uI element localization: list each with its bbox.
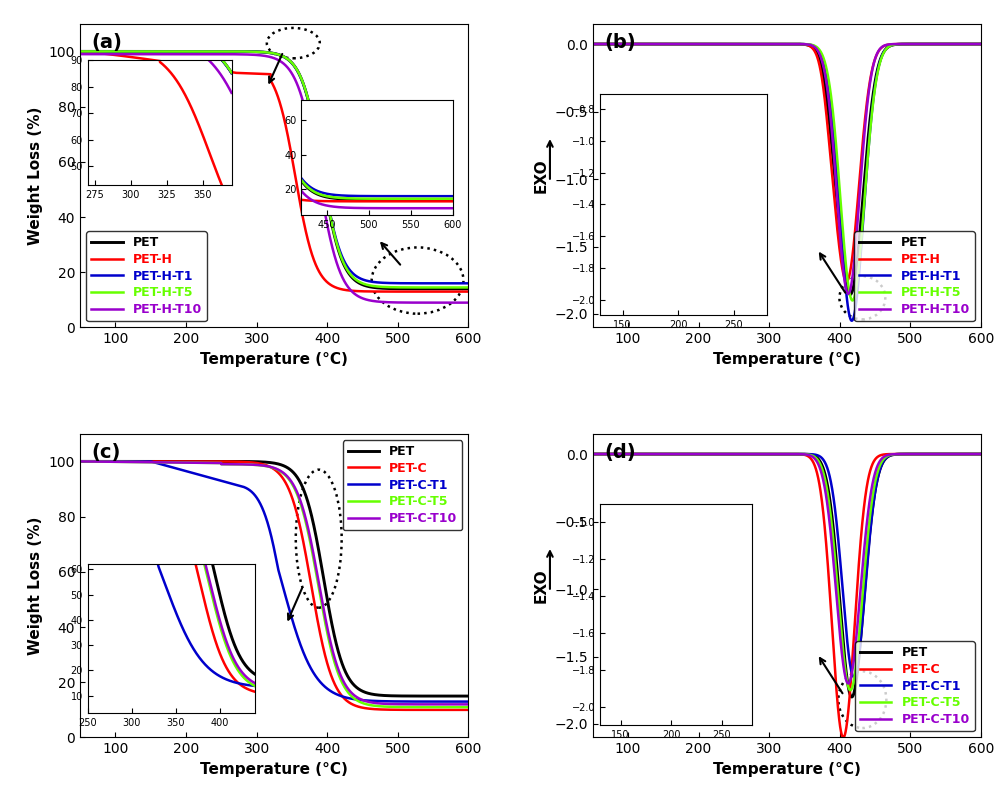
Text: (a): (a) [92, 33, 122, 52]
Y-axis label: EXO: EXO [534, 159, 549, 193]
Legend: PET, PET-C, PET-C-T1, PET-C-T5, PET-C-T10: PET, PET-C, PET-C-T1, PET-C-T5, PET-C-T1… [855, 642, 975, 731]
X-axis label: Temperature (°C): Temperature (°C) [200, 762, 348, 777]
Y-axis label: Weight Loss (%): Weight Loss (%) [28, 516, 43, 655]
X-axis label: Temperature (°C): Temperature (°C) [713, 352, 861, 367]
X-axis label: Temperature (°C): Temperature (°C) [713, 762, 861, 777]
X-axis label: Temperature (°C): Temperature (°C) [200, 352, 348, 367]
Legend: PET, PET-H, PET-H-T1, PET-H-T5, PET-H-T10: PET, PET-H, PET-H-T1, PET-H-T5, PET-H-T1… [86, 232, 207, 321]
Legend: PET, PET-H, PET-H-T1, PET-H-T5, PET-H-T10: PET, PET-H, PET-H-T1, PET-H-T5, PET-H-T1… [854, 232, 975, 321]
Text: (b): (b) [605, 33, 636, 52]
Y-axis label: EXO: EXO [534, 569, 549, 603]
Text: (c): (c) [92, 443, 121, 462]
Text: (d): (d) [605, 443, 636, 462]
Legend: PET, PET-C, PET-C-T1, PET-C-T5, PET-C-T10: PET, PET-C, PET-C-T1, PET-C-T5, PET-C-T1… [342, 440, 462, 530]
Y-axis label: Weight Loss (%): Weight Loss (%) [28, 106, 43, 245]
